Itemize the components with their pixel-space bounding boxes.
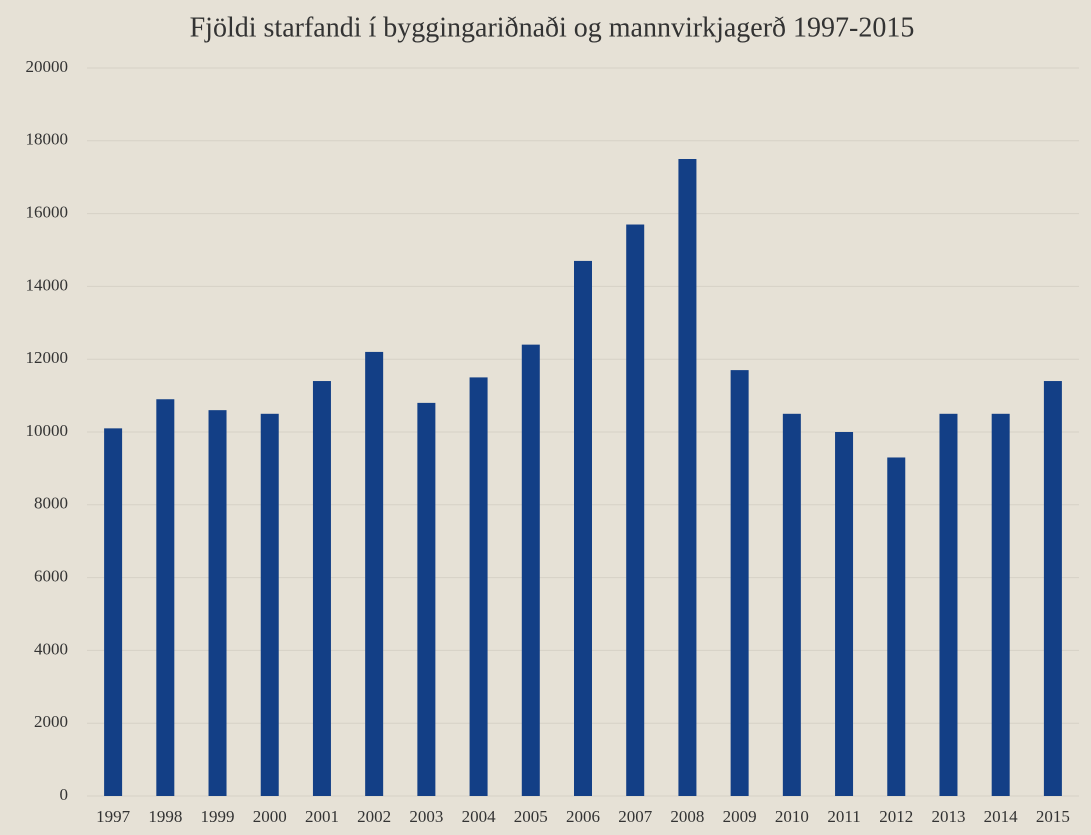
x-tick-label: 2015 — [1036, 807, 1070, 826]
y-tick-label: 6000 — [34, 567, 68, 586]
bar — [782, 413, 801, 796]
bar — [678, 159, 697, 796]
bar — [887, 457, 906, 796]
y-tick-label: 12000 — [26, 348, 69, 367]
bar — [521, 344, 540, 796]
x-tick-label: 2013 — [931, 807, 965, 826]
x-tick-label: 1998 — [148, 807, 182, 826]
bar — [991, 413, 1010, 796]
x-tick-label: 2014 — [984, 807, 1019, 826]
bar — [939, 413, 958, 796]
bar — [260, 413, 279, 796]
chart-title: Fjöldi starfandi í byggingariðnaði og ma… — [190, 12, 915, 43]
bar — [365, 351, 384, 796]
y-tick-label: 4000 — [34, 639, 68, 658]
bar — [469, 377, 488, 796]
x-tick-label: 2008 — [670, 807, 704, 826]
y-tick-label: 18000 — [26, 130, 69, 149]
y-tick-label: 16000 — [26, 203, 69, 222]
y-tick-label: 2000 — [34, 712, 68, 731]
x-tick-label: 2007 — [618, 807, 653, 826]
bar — [156, 399, 175, 796]
y-tick-label: 8000 — [34, 494, 68, 513]
bar — [626, 224, 645, 796]
x-tick-label: 2000 — [253, 807, 287, 826]
x-tick-label: 1997 — [96, 807, 131, 826]
x-tick-label: 2009 — [723, 807, 757, 826]
bar — [574, 260, 592, 796]
x-tick-label: 2002 — [357, 807, 391, 826]
y-tick-label: 14000 — [26, 275, 69, 294]
x-tick-label: 2005 — [514, 807, 548, 826]
x-tick-label: 2006 — [566, 807, 600, 826]
bar — [730, 370, 749, 796]
bar — [312, 381, 331, 796]
y-tick-label: 10000 — [26, 421, 69, 440]
x-tick-label: 2010 — [775, 807, 809, 826]
bar — [104, 428, 123, 796]
bar — [1043, 381, 1062, 796]
x-tick-label: 2011 — [827, 807, 860, 826]
bar — [835, 432, 854, 796]
bar — [208, 410, 227, 796]
y-tick-label: 0 — [60, 785, 69, 804]
x-tick-label: 1999 — [201, 807, 235, 826]
x-tick-label: 2003 — [409, 807, 443, 826]
bar — [417, 402, 436, 796]
y-tick-label: 20000 — [26, 57, 69, 76]
x-tick-label: 2004 — [462, 807, 497, 826]
x-tick-label: 2012 — [879, 807, 913, 826]
x-tick-label: 2001 — [305, 807, 339, 826]
